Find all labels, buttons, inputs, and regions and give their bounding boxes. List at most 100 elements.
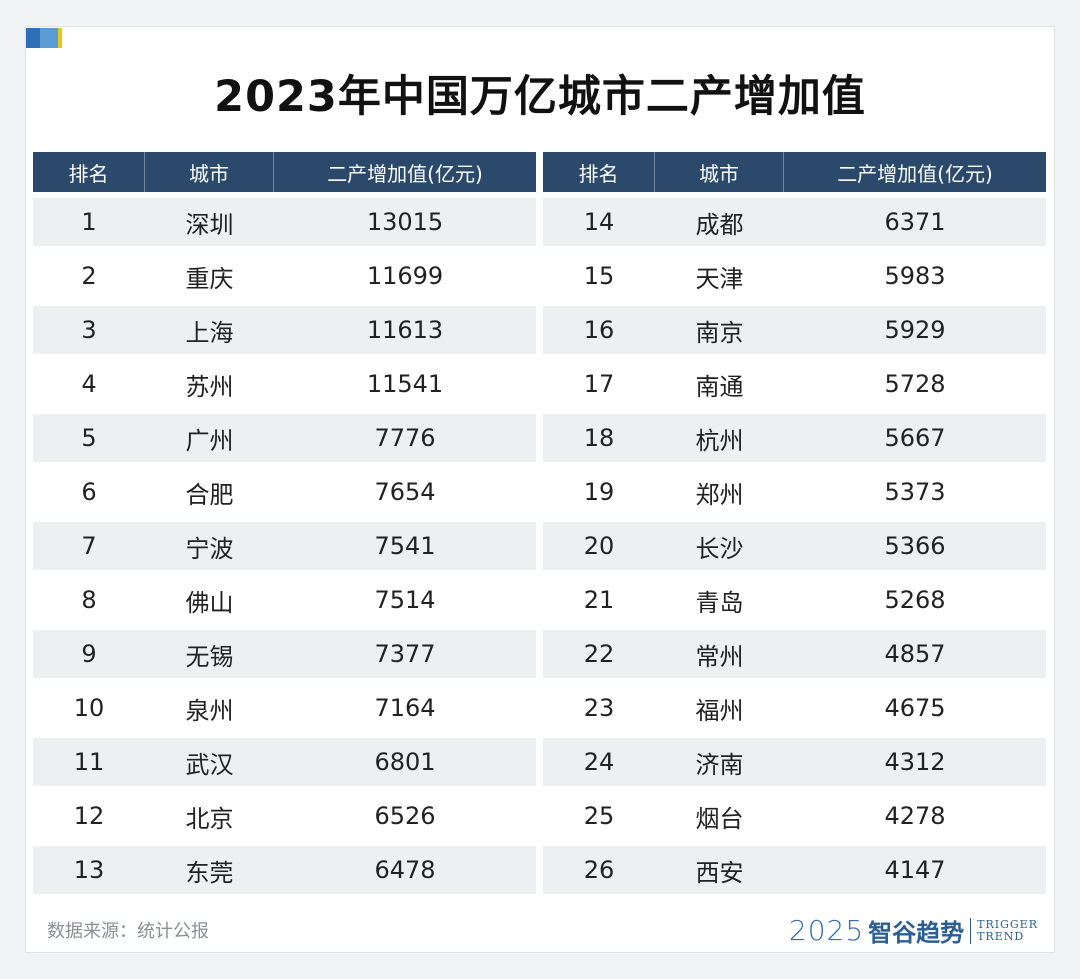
brand-divider xyxy=(970,917,972,944)
table-row: 10 泉州 7164 xyxy=(33,684,536,732)
cell-value: 5983 xyxy=(784,252,1046,300)
cell-value: 11541 xyxy=(274,360,536,408)
cell-rank: 15 xyxy=(543,252,655,300)
cell-city: 东莞 xyxy=(145,846,274,894)
brand-logo: 2025 智谷趋势 TRIGGER TREND xyxy=(789,913,1038,948)
cell-rank: 18 xyxy=(543,414,655,462)
cell-rank: 4 xyxy=(33,360,145,408)
cell-value: 7514 xyxy=(274,576,536,624)
cell-value: 5929 xyxy=(784,306,1046,354)
cell-rank: 19 xyxy=(543,468,655,516)
table-row: 11 武汉 6801 xyxy=(33,738,536,786)
cell-rank: 13 xyxy=(33,846,145,894)
table-row: 9 无锡 7377 xyxy=(33,630,536,678)
cell-rank: 10 xyxy=(33,684,145,732)
cell-rank: 3 xyxy=(33,306,145,354)
cell-rank: 20 xyxy=(543,522,655,570)
brand-name: 智谷趋势 xyxy=(868,919,965,947)
table-row: 2 重庆 11699 xyxy=(33,252,536,300)
table-row: 20 长沙 5366 xyxy=(543,522,1046,570)
cell-value: 7541 xyxy=(274,522,536,570)
corner-accent xyxy=(26,28,62,48)
cell-city: 济南 xyxy=(655,738,784,786)
cell-value: 6801 xyxy=(274,738,536,786)
cell-city: 宁波 xyxy=(145,522,274,570)
cell-rank: 17 xyxy=(543,360,655,408)
cell-city: 南京 xyxy=(655,306,784,354)
cell-rank: 23 xyxy=(543,684,655,732)
brand-year: 2025 xyxy=(788,914,865,947)
cell-rank: 1 xyxy=(33,198,145,246)
cell-city: 北京 xyxy=(145,792,274,840)
header-city: 城市 xyxy=(145,152,274,192)
cell-rank: 26 xyxy=(543,846,655,894)
table-row: 7 宁波 7541 xyxy=(33,522,536,570)
cell-rank: 2 xyxy=(33,252,145,300)
cell-rank: 6 xyxy=(33,468,145,516)
cell-rank: 9 xyxy=(33,630,145,678)
table-row: 14 成都 6371 xyxy=(543,198,1046,246)
brand-english: TRIGGER TREND xyxy=(977,917,1038,943)
cell-value: 7654 xyxy=(274,468,536,516)
cell-rank: 7 xyxy=(33,522,145,570)
header-city: 城市 xyxy=(655,152,784,192)
cell-rank: 22 xyxy=(543,630,655,678)
cell-rank: 16 xyxy=(543,306,655,354)
cell-value: 5373 xyxy=(784,468,1046,516)
cell-value: 4857 xyxy=(784,630,1046,678)
cell-value: 4312 xyxy=(784,738,1046,786)
table-row: 24 济南 4312 xyxy=(543,738,1046,786)
cell-city: 广州 xyxy=(145,414,274,462)
cell-rank: 21 xyxy=(543,576,655,624)
cell-value: 5728 xyxy=(784,360,1046,408)
cell-rank: 5 xyxy=(33,414,145,462)
cell-city: 西安 xyxy=(655,846,784,894)
cell-value: 11699 xyxy=(274,252,536,300)
table-row: 25 烟台 4278 xyxy=(543,792,1046,840)
table-row: 13 东莞 6478 xyxy=(33,846,536,894)
table-row: 4 苏州 11541 xyxy=(33,360,536,408)
cell-value: 5667 xyxy=(784,414,1046,462)
cell-city: 深圳 xyxy=(145,198,274,246)
table-row: 22 常州 4857 xyxy=(543,630,1046,678)
table-row: 16 南京 5929 xyxy=(543,306,1046,354)
cell-city: 烟台 xyxy=(655,792,784,840)
cell-value: 7377 xyxy=(274,630,536,678)
cell-city: 南通 xyxy=(655,360,784,408)
cell-city: 福州 xyxy=(655,684,784,732)
header-rank: 排名 xyxy=(33,152,145,192)
cell-value: 7776 xyxy=(274,414,536,462)
table-row: 17 南通 5728 xyxy=(543,360,1046,408)
cell-value: 6526 xyxy=(274,792,536,840)
cell-value: 5268 xyxy=(784,576,1046,624)
cell-rank: 12 xyxy=(33,792,145,840)
cell-city: 郑州 xyxy=(655,468,784,516)
header-value: 二产增加值(亿元) xyxy=(784,152,1046,192)
table-row: 12 北京 6526 xyxy=(33,792,536,840)
cell-city: 苏州 xyxy=(145,360,274,408)
cell-value: 6478 xyxy=(274,846,536,894)
table-row: 5 广州 7776 xyxy=(33,414,536,462)
chart-title: 2023年中国万亿城市二产增加值 xyxy=(214,72,866,122)
header-rank: 排名 xyxy=(543,152,655,192)
table-row: 26 西安 4147 xyxy=(543,846,1046,894)
cell-city: 重庆 xyxy=(145,252,274,300)
cell-value: 4147 xyxy=(784,846,1046,894)
table-row: 6 合肥 7654 xyxy=(33,468,536,516)
header-value: 二产增加值(亿元) xyxy=(274,152,536,192)
cell-value: 5366 xyxy=(784,522,1046,570)
cell-value: 4278 xyxy=(784,792,1046,840)
data-source-note: 数据来源：统计公报 xyxy=(47,921,209,942)
table-row: 19 郑州 5373 xyxy=(543,468,1046,516)
table-header-row: 排名 城市 二产增加值(亿元) xyxy=(543,152,1046,192)
cell-city: 成都 xyxy=(655,198,784,246)
brand-english-line2: TREND xyxy=(977,929,1025,943)
cell-city: 上海 xyxy=(145,306,274,354)
brand-english-line1: TRIGGER xyxy=(977,917,1038,931)
cell-city: 武汉 xyxy=(145,738,274,786)
cell-value: 4675 xyxy=(784,684,1046,732)
table-row: 21 青岛 5268 xyxy=(543,576,1046,624)
cell-value: 7164 xyxy=(274,684,536,732)
ranking-table-left: 排名 城市 二产增加值(亿元) 1 深圳 13015 2 重庆 11699 3 上海 11613… xyxy=(33,146,536,900)
cell-rank: 8 xyxy=(33,576,145,624)
